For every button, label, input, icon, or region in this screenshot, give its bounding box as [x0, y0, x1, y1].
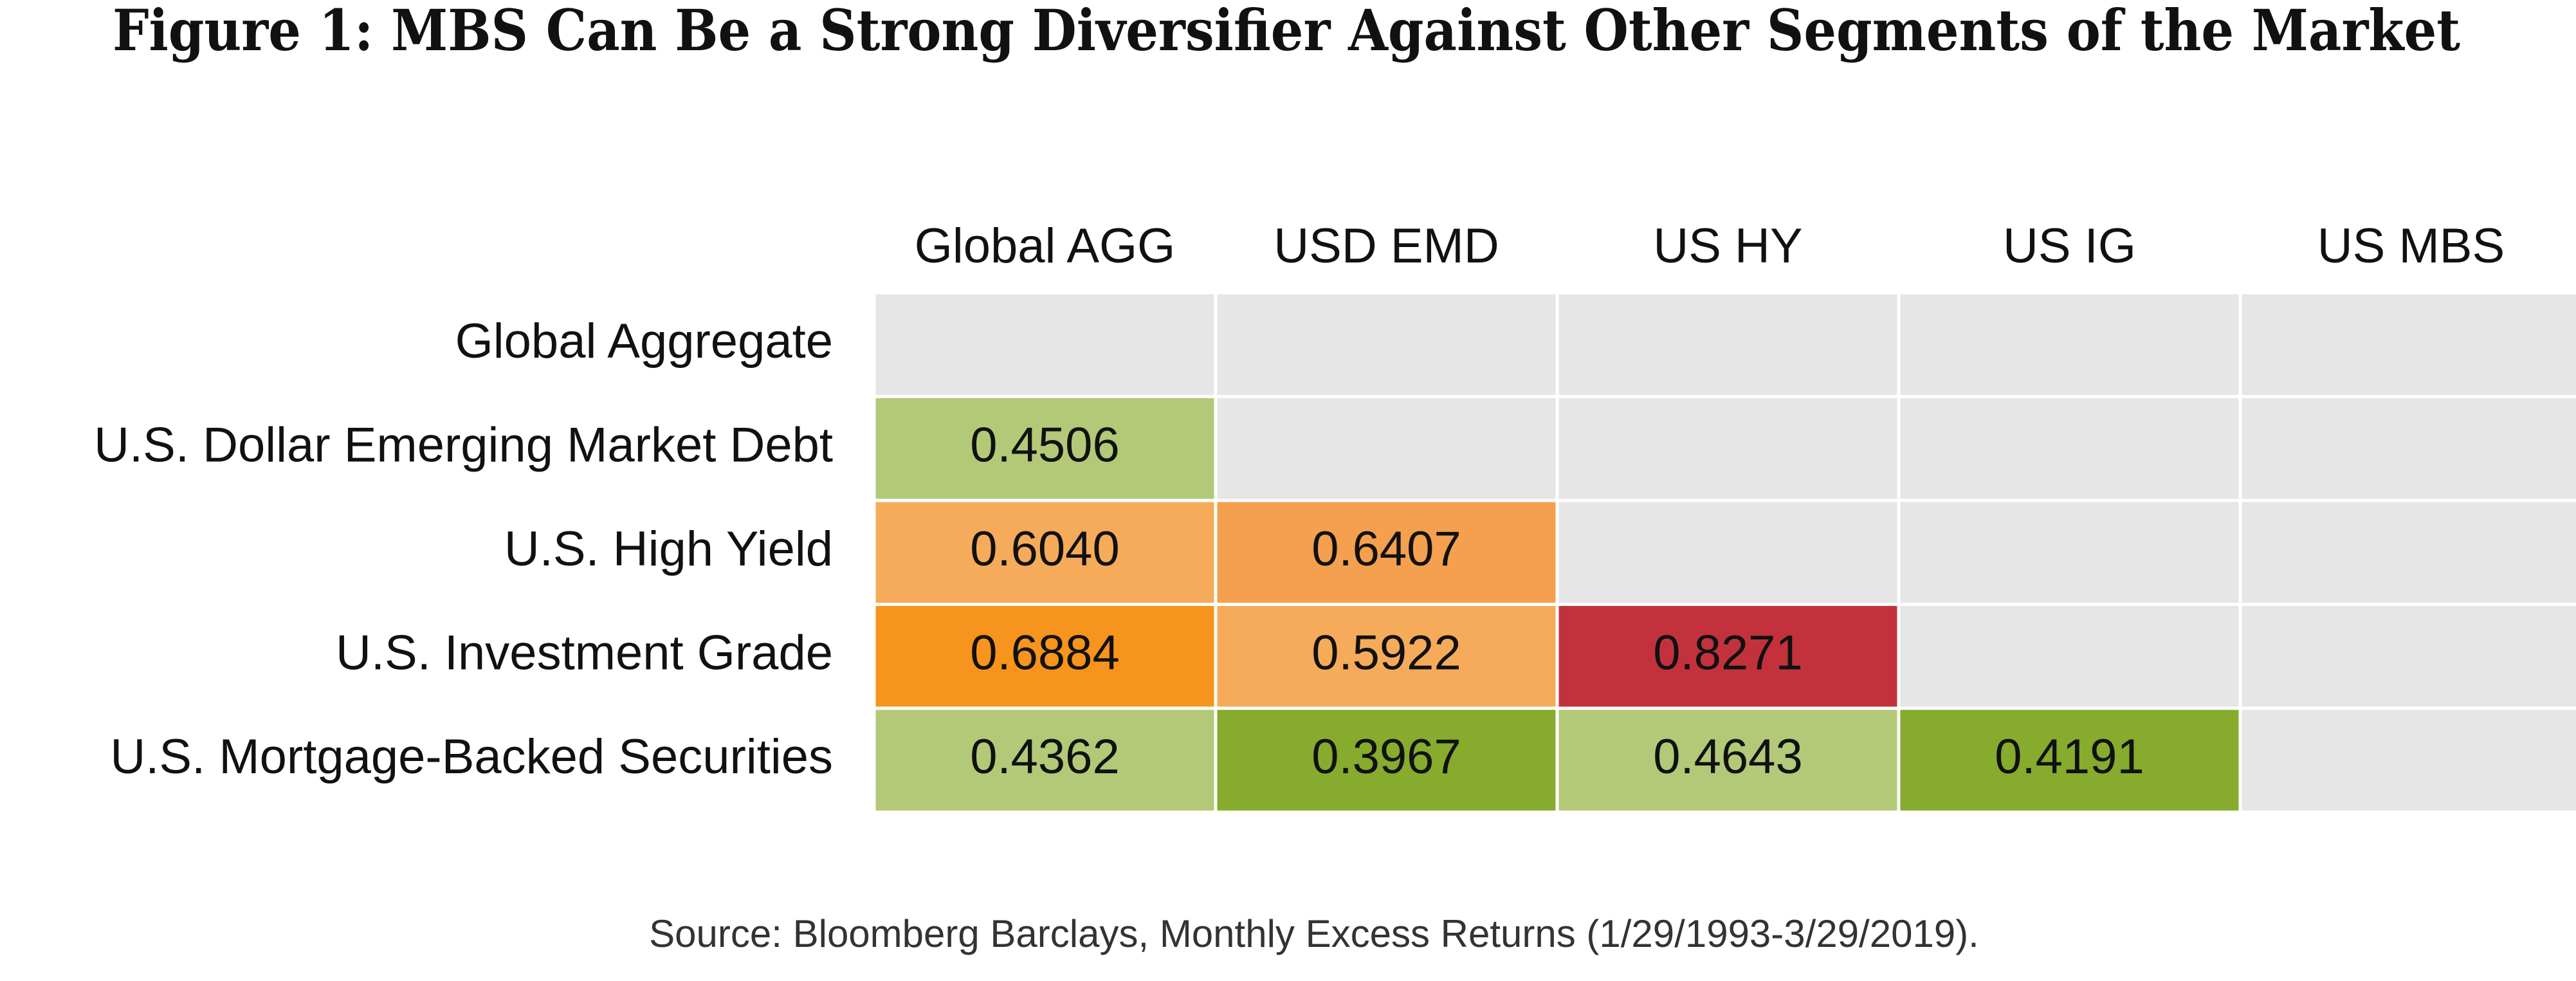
empty-cell	[1897, 395, 2242, 502]
value-label: 0.6407	[1311, 522, 1461, 576]
empty-cell	[1214, 291, 1559, 398]
empty-cell	[2238, 395, 2576, 502]
value-label: 0.6884	[970, 625, 1119, 680]
column-label: US IG	[2003, 219, 2136, 273]
column-label: US HY	[1653, 219, 1802, 273]
value-label: 0.3967	[1311, 729, 1461, 784]
value-label: 0.4362	[970, 729, 1119, 784]
empty-cell	[1555, 499, 1901, 606]
column-label: USD EMD	[1274, 219, 1499, 273]
row-label: U.S. Investment Grade	[336, 625, 833, 680]
value-label: 0.4191	[1995, 729, 2144, 784]
row-label: Global Aggregate	[455, 314, 833, 369]
empty-cell	[1897, 499, 2242, 606]
chart-title: Figure 1: MBS Can Be a Strong Diversifie…	[113, 0, 2460, 64]
row-label: U.S. High Yield	[504, 522, 833, 576]
empty-cell	[2238, 706, 2576, 814]
heat-cell	[872, 499, 1218, 606]
empty-cell	[1555, 291, 1901, 398]
empty-cell	[2238, 291, 2576, 398]
heat-cell	[872, 706, 1218, 814]
value-label: 0.4643	[1653, 729, 1802, 784]
empty-cell	[1555, 395, 1901, 502]
heat-cell	[1897, 706, 2242, 814]
heat-cell	[1555, 603, 1901, 710]
heat-cell	[1555, 706, 1901, 814]
column-label: Global AGG	[915, 219, 1176, 273]
value-label: 0.6040	[970, 522, 1119, 576]
heat-cell	[1214, 706, 1559, 814]
row-label: U.S. Dollar Emerging Market Debt	[94, 417, 833, 472]
empty-cell	[2238, 499, 2576, 606]
empty-cell	[1897, 291, 2242, 398]
heat-cell	[872, 395, 1218, 502]
empty-cell	[1214, 395, 1559, 502]
value-label: 0.8271	[1653, 625, 1802, 680]
empty-cell	[2238, 603, 2576, 710]
heat-cell	[1214, 499, 1559, 606]
empty-cell	[872, 291, 1218, 398]
row-label: U.S. Mortgage-Backed Securities	[110, 729, 833, 784]
value-label: 0.4506	[970, 417, 1119, 472]
column-label: US MBS	[2317, 219, 2505, 273]
empty-cell	[1897, 603, 2242, 710]
source-note: Source: Bloomberg Barclays, Monthly Exce…	[649, 912, 1979, 955]
value-label: 0.5922	[1311, 625, 1461, 680]
